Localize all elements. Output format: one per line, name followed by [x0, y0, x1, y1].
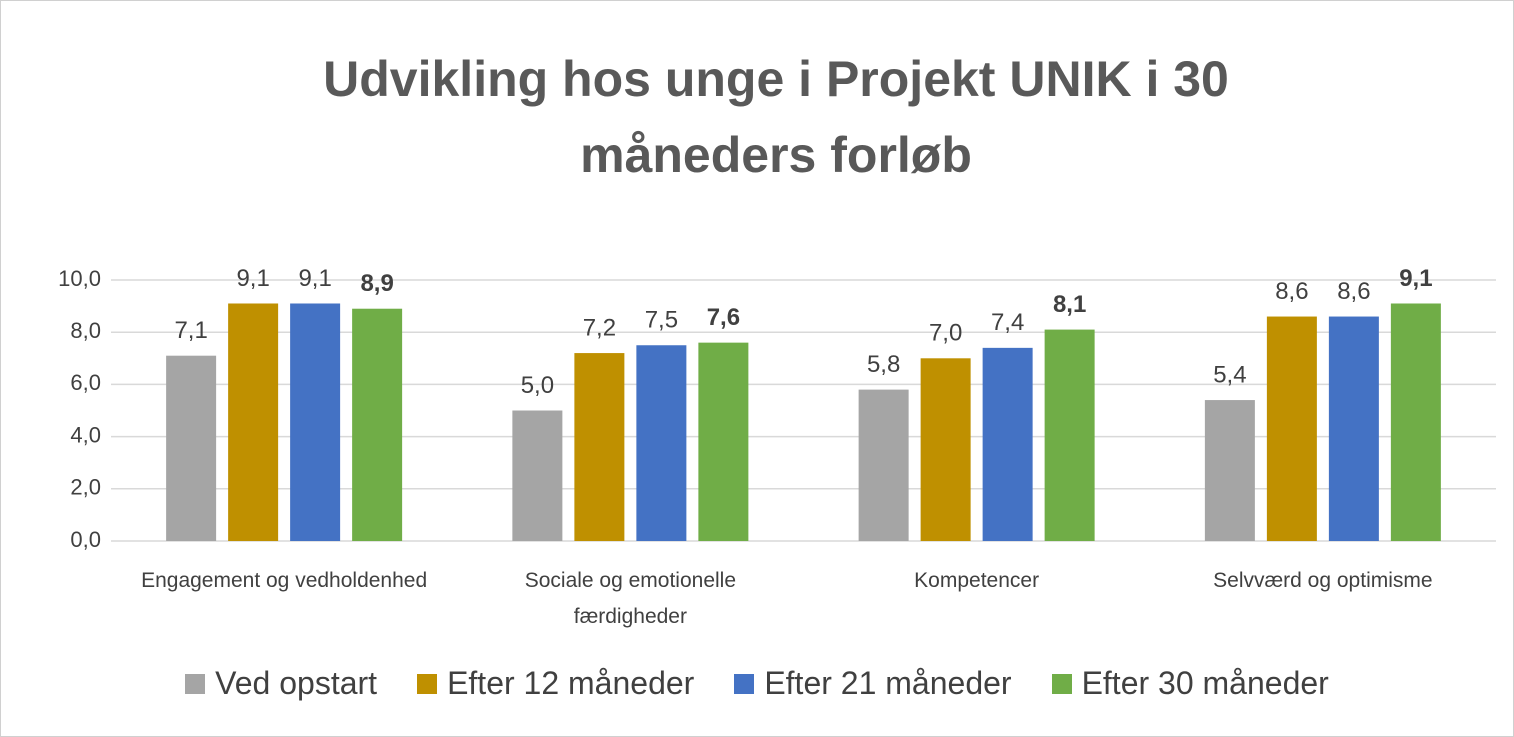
bar	[228, 303, 279, 541]
data-label: 8,6	[1275, 278, 1308, 305]
y-tick-label: 6,0	[70, 370, 101, 395]
data-label: 7,0	[929, 320, 962, 347]
data-label: 5,4	[1213, 361, 1246, 388]
data-label: 5,8	[867, 351, 900, 378]
legend-item: Efter 21 måneder	[734, 665, 1012, 702]
bar	[1266, 316, 1317, 541]
data-label: 9,1	[1399, 265, 1432, 292]
legend-swatch	[417, 673, 438, 694]
data-label: 9,1	[298, 265, 331, 292]
data-label: 8,1	[1053, 291, 1086, 318]
data-label: 7,5	[645, 307, 678, 334]
legend-label: Ved opstart	[215, 665, 378, 701]
legend-label: Efter 30 måneder	[1081, 665, 1329, 701]
x-tick-label: Engagement og vedholdenhed	[141, 569, 428, 592]
legend: Ved opstart Efter 12 måneder Efter 21 måne…	[1, 665, 1513, 702]
y-tick-label: 4,0	[70, 422, 101, 447]
x-tick-label: Kompetencer	[914, 569, 1040, 592]
data-label: 9,1	[236, 265, 269, 292]
legend-swatch	[734, 673, 755, 694]
legend-label: Efter 21 måneder	[764, 665, 1012, 701]
bar	[1204, 400, 1255, 541]
y-tick-label: 0,0	[70, 527, 101, 552]
bar	[858, 389, 909, 541]
data-label: 8,9	[360, 270, 393, 297]
y-tick-label: 10,0	[58, 266, 101, 291]
data-label: 7,2	[583, 314, 616, 341]
data-label: 7,1	[174, 317, 207, 344]
y-tick-label: 8,0	[70, 318, 101, 343]
bar	[290, 303, 341, 541]
bar	[166, 355, 217, 541]
bar	[574, 353, 625, 541]
bar	[1328, 316, 1379, 541]
bar	[1390, 303, 1441, 541]
data-label: 5,0	[521, 372, 554, 399]
bar	[920, 358, 971, 541]
x-tick-label: Sociale og emotionelle færdigheder	[524, 569, 737, 628]
legend-swatch	[1051, 673, 1072, 694]
bar	[982, 347, 1033, 541]
bar	[1044, 329, 1095, 541]
data-label: 8,6	[1337, 278, 1370, 305]
legend-item: Efter 30 måneder	[1051, 665, 1329, 702]
bar	[352, 308, 403, 541]
data-label: 7,4	[991, 309, 1024, 336]
bar	[636, 345, 687, 541]
y-tick-label: 2,0	[70, 475, 101, 500]
legend-swatch	[185, 673, 206, 694]
bar	[698, 342, 749, 541]
legend-label: Efter 12 måneder	[447, 665, 695, 701]
data-label: 7,6	[707, 304, 740, 331]
x-tick-label: Selvværd og optimisme	[1213, 569, 1433, 592]
chart-title: Udvikling hos unge i Projekt UNIK i 30 m…	[323, 51, 1229, 183]
legend-item: Ved opstart	[185, 665, 377, 702]
legend-item: Efter 12 måneder	[417, 665, 694, 702]
bar	[512, 410, 563, 541]
